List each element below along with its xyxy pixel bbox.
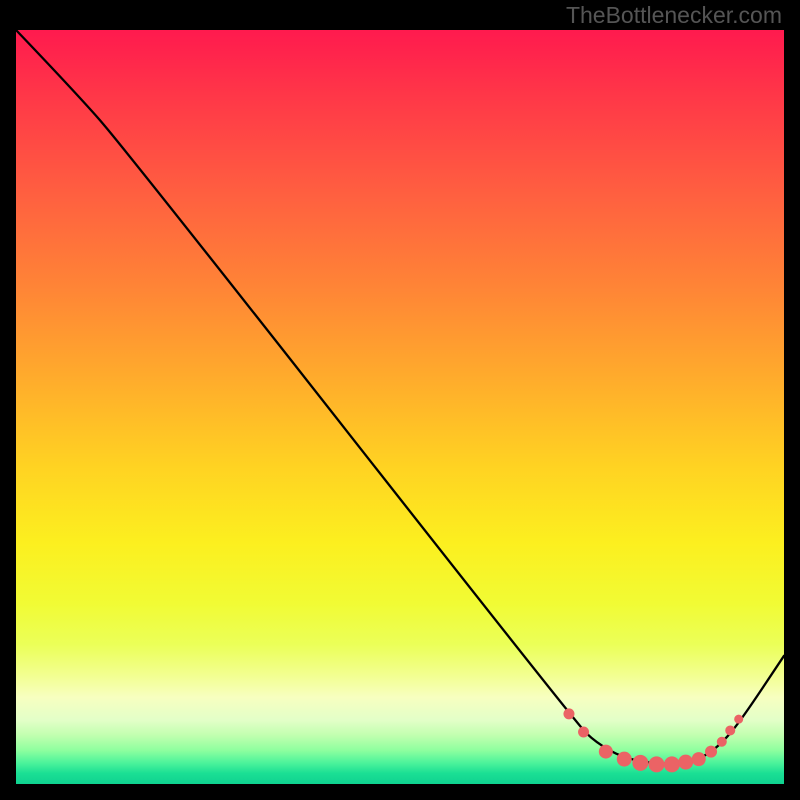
data-marker <box>617 752 632 767</box>
chart-background <box>16 30 784 784</box>
data-marker <box>599 745 613 759</box>
data-marker <box>725 725 735 735</box>
data-marker <box>705 746 717 758</box>
data-marker <box>632 755 648 771</box>
data-marker <box>678 755 693 770</box>
data-marker <box>563 708 574 719</box>
data-marker <box>578 726 589 737</box>
data-marker <box>649 756 665 772</box>
data-marker <box>717 737 727 747</box>
data-marker <box>692 752 706 766</box>
bottleneck-chart <box>0 0 800 800</box>
data-marker <box>664 756 680 772</box>
attribution-text: TheBottlenecker.com <box>566 2 782 29</box>
data-marker <box>734 715 743 724</box>
